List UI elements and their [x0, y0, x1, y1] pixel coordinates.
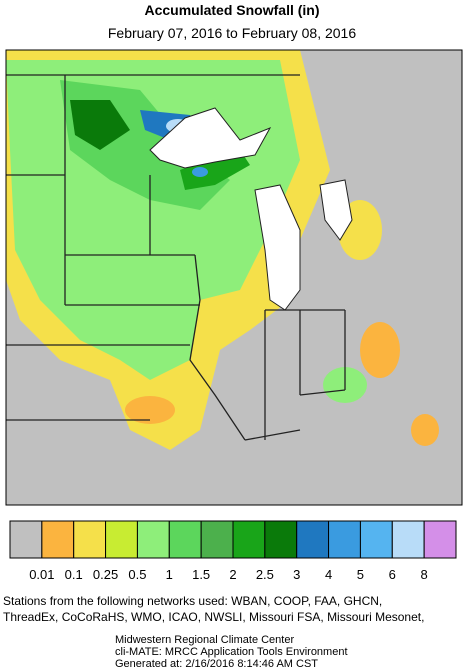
credit-line: Generated at: 2/16/2016 8:14:46 AM CST — [115, 658, 318, 668]
snow-area-heavy — [70, 100, 130, 150]
legend-label: 1 — [166, 567, 173, 582]
legend-swatch — [359, 520, 393, 559]
map — [5, 49, 463, 506]
legend-swatch — [423, 520, 457, 559]
legend-swatch — [391, 520, 425, 559]
legend-label: 0.25 — [93, 567, 118, 582]
legend-label: 1.5 — [192, 567, 210, 582]
legend-swatch — [136, 520, 170, 559]
map-title: Accumulated Snowfall (in) — [144, 2, 319, 18]
legend-swatch — [105, 520, 138, 559]
legend-label: 2 — [229, 567, 236, 582]
legend-label: 3 — [293, 567, 300, 582]
lake-huron — [319, 179, 353, 241]
legend-swatch — [232, 520, 266, 559]
credit-line: cli-MATE: MRCC Application Tools Environ… — [115, 646, 348, 658]
legend-swatch — [168, 520, 202, 559]
legend-label: 6 — [389, 567, 396, 582]
map-frame — [5, 49, 463, 506]
legend-label: 0.01 — [29, 567, 54, 582]
state-boundaries — [6, 74, 346, 441]
snow-area-light — [411, 414, 439, 446]
snow-area-light — [360, 322, 400, 378]
stations-line: ThreadEx, CoCoRaHS, WMO, ICAO, NWSLI, Mi… — [3, 610, 424, 624]
legend-swatch — [73, 520, 107, 559]
stations-line: Stations from the following networks use… — [3, 594, 382, 608]
legend-swatch — [328, 520, 361, 559]
legend-swatch — [41, 520, 75, 559]
snow-area-very-heavy — [192, 167, 208, 177]
legend-label: 8 — [421, 567, 428, 582]
legend-label: 4 — [325, 567, 332, 582]
map-subtitle: February 07, 2016 to February 08, 2016 — [108, 25, 356, 41]
legend-label: 0.1 — [65, 567, 83, 582]
legend-label: 5 — [357, 567, 364, 582]
legend-swatch — [296, 520, 330, 559]
lake-superior — [149, 107, 272, 169]
lake-michigan — [254, 184, 301, 311]
legend-label: 0.5 — [128, 567, 146, 582]
legend-swatch — [200, 520, 234, 559]
snow-area-light — [125, 396, 175, 424]
legend-swatch — [264, 520, 298, 559]
credit-line: Midwestern Regional Climate Center — [115, 634, 294, 646]
legend-swatch — [9, 520, 43, 559]
snow-area-heavy — [180, 150, 250, 190]
legend: 0.01 0.1 0.25 0.5 1 1.5 2 2.5 3 4 5 6 8 — [9, 520, 457, 582]
legend-label: 2.5 — [256, 567, 274, 582]
